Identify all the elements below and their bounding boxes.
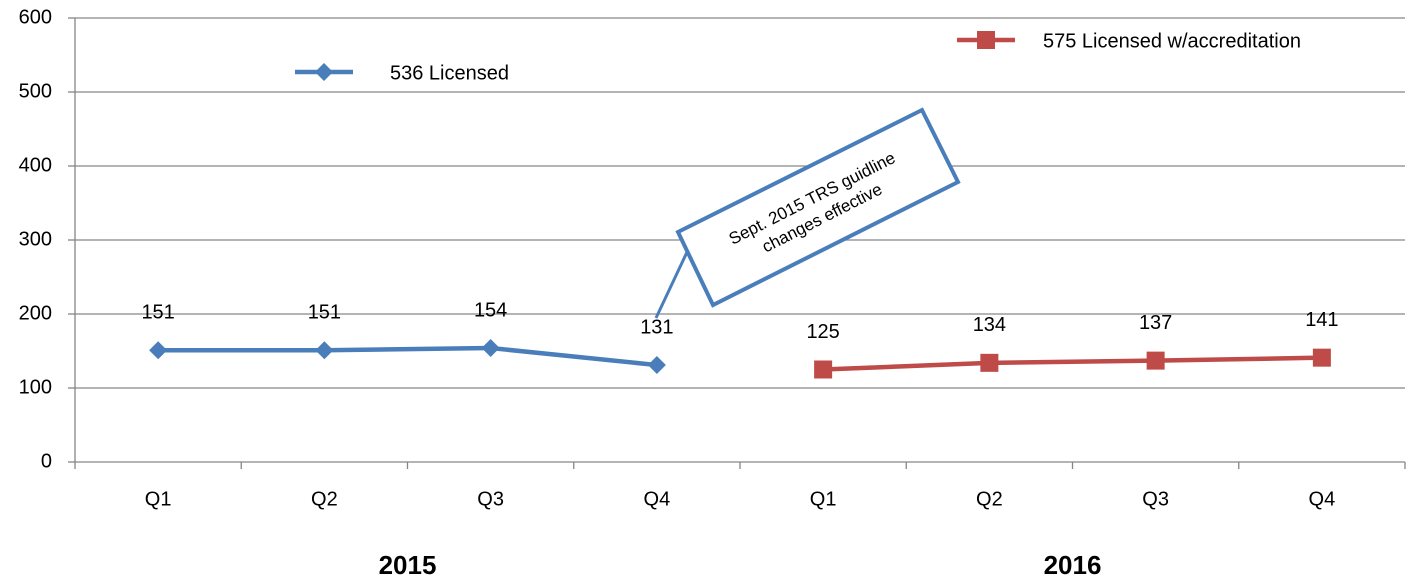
x-tick-label: Q3 [477, 488, 504, 510]
x-tick-label: Q2 [976, 488, 1003, 510]
marker [977, 31, 995, 49]
callout-box [675, 107, 961, 308]
series: 151 151 154 131 536 Licensed [141, 62, 674, 375]
x-tick-label: Q2 [311, 488, 338, 510]
legend-label: 536 Licensed [390, 62, 509, 84]
y-tick-label: 500 [19, 80, 52, 102]
series-line [158, 345, 658, 368]
y-tick-label: 300 [19, 228, 52, 250]
y-tick-label: 200 [19, 302, 52, 324]
x-tick-label: Q3 [1142, 488, 1169, 510]
y-tick-label: 100 [19, 376, 52, 398]
legend-label: 575 Licensed w/accreditation [1043, 30, 1301, 52]
marker [980, 353, 999, 372]
callout-pointer [654, 249, 690, 319]
x-tick-label: Q1 [145, 488, 172, 510]
data-label: 131 [640, 316, 673, 338]
x-tick-label: Q1 [810, 488, 837, 510]
x-tick-label: Q4 [644, 488, 671, 510]
y-tick-label: 0 [41, 450, 52, 472]
data-label: 137 [1139, 312, 1172, 334]
y-tick-label: 400 [19, 154, 52, 176]
series-line [823, 355, 1322, 372]
data-label: 134 [973, 314, 1006, 336]
marker [1146, 351, 1165, 370]
callout: Sept. 2015 TRS guidline changes effectiv… [654, 107, 961, 319]
group-label: 2015 [379, 550, 437, 580]
y-tick-label: 600 [19, 6, 52, 28]
marker [149, 341, 168, 360]
marker [315, 341, 334, 360]
group-label: 2016 [1044, 550, 1102, 580]
plot: 0 100 200 300 400 500 600 Q1 Q2 Q3 Q4 Q1 Q2 Q3 Q4 2015 2… [19, 6, 1406, 580]
marker [647, 356, 666, 375]
marker [814, 360, 833, 379]
data-label: 151 [141, 302, 174, 324]
data-label: 125 [806, 321, 839, 343]
data-label: 141 [1305, 309, 1338, 331]
x-tick-label: Q4 [1309, 488, 1336, 510]
series: 125 134 137 141 575 Licensed w/accreditation [806, 30, 1339, 379]
marker [481, 339, 500, 358]
marker [1312, 348, 1331, 367]
data-label: 154 [474, 299, 507, 321]
marker [315, 63, 333, 81]
data-label: 151 [308, 302, 341, 324]
